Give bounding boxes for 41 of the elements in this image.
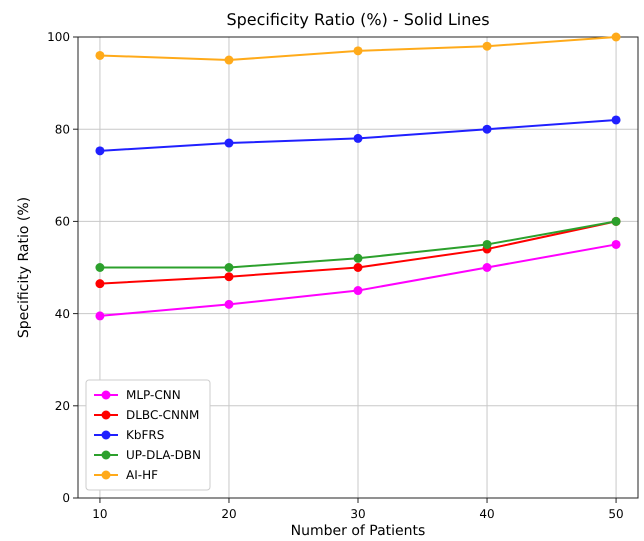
point xyxy=(354,46,362,56)
legend-label: KbFRS xyxy=(126,428,164,442)
point xyxy=(482,42,492,51)
point xyxy=(224,138,234,148)
x-tick-label: 10 xyxy=(92,507,108,521)
legend-label: DLBC-CNNM xyxy=(126,408,200,422)
x-tick-label: 40 xyxy=(479,507,495,521)
y-tick-label: 60 xyxy=(54,214,70,229)
point xyxy=(95,50,104,60)
point xyxy=(612,115,621,124)
x-tick-label: 50 xyxy=(608,507,624,521)
y-axis-title: Specificity Ratio (%) xyxy=(16,196,32,338)
y-tick-label: 40 xyxy=(54,306,70,321)
point xyxy=(612,240,621,249)
point xyxy=(482,240,492,249)
y-tick-label: 0 xyxy=(62,491,70,506)
point xyxy=(95,263,104,272)
y-tick-label: 100 xyxy=(47,30,70,44)
point xyxy=(224,300,234,309)
point xyxy=(95,146,104,156)
legend-label: MLP-CNN xyxy=(126,388,181,402)
point xyxy=(224,263,234,272)
chart-title: Specificity Ratio (%) - Solid Lines xyxy=(226,10,490,29)
point xyxy=(354,263,362,272)
point xyxy=(612,32,621,42)
point xyxy=(354,286,362,296)
point xyxy=(482,124,492,134)
x-tick-label: 30 xyxy=(350,507,366,521)
point xyxy=(224,272,234,282)
x-axis-title: Number of Patients xyxy=(290,523,426,539)
point xyxy=(224,56,234,65)
point xyxy=(95,311,104,320)
point xyxy=(354,134,362,143)
y-tick-label: 20 xyxy=(54,399,70,413)
point xyxy=(95,279,104,288)
point xyxy=(482,263,492,272)
legend-label: UP-DLA-DBN xyxy=(126,448,202,462)
legend-label: AI-HF xyxy=(126,468,158,482)
point xyxy=(354,254,362,263)
y-tick-label: 80 xyxy=(54,122,70,136)
x-tick-label: 20 xyxy=(221,507,237,521)
